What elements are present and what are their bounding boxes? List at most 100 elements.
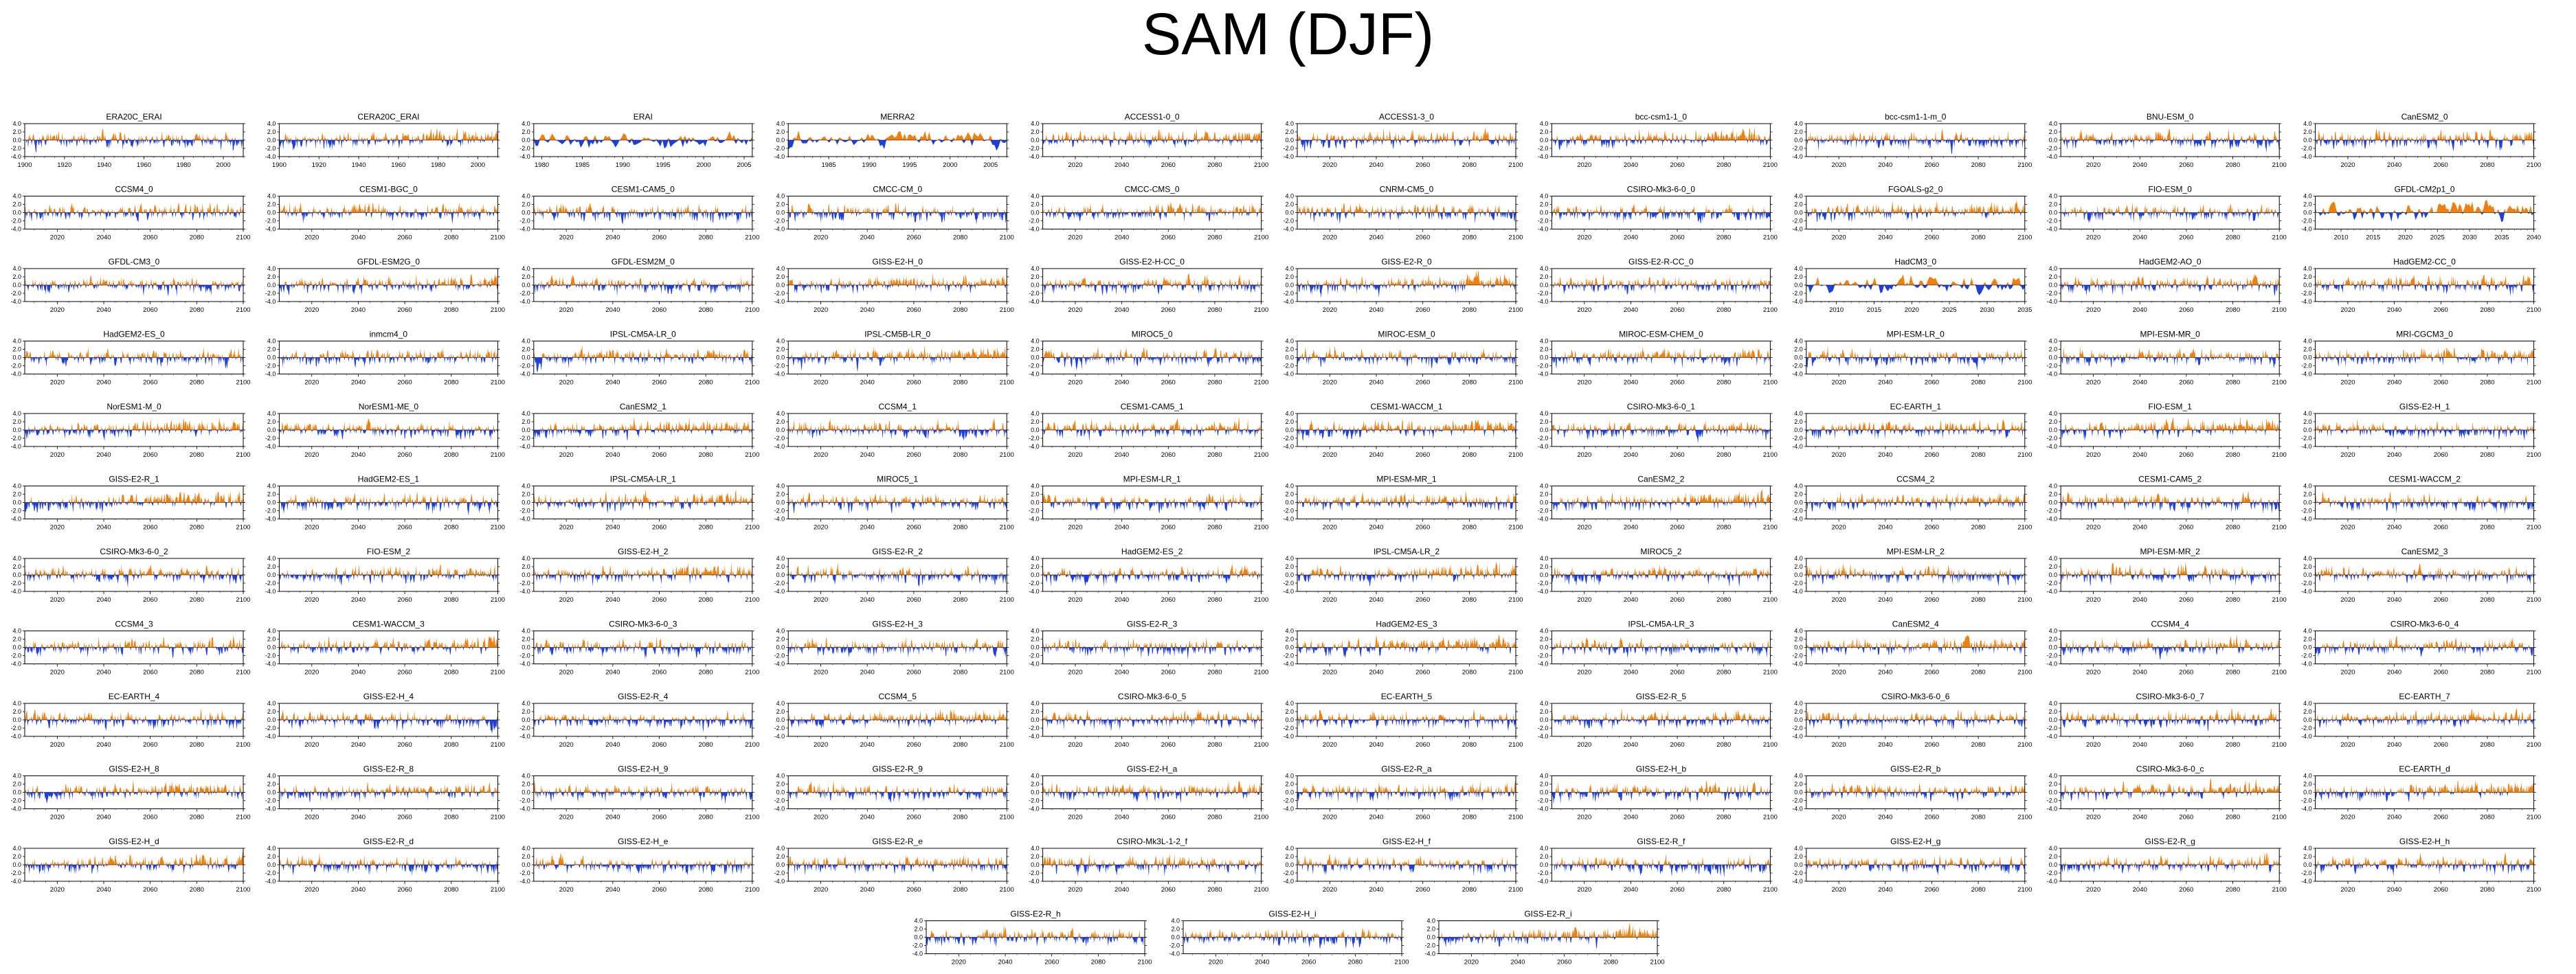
y-tick-label: 4.0 xyxy=(1031,700,1040,707)
x-tick-label: 2040 xyxy=(1878,451,1892,459)
y-tick-label: 2.0 xyxy=(1540,273,1549,280)
y-tick-label: -4.0 xyxy=(265,443,276,450)
y-tick-label: 2.0 xyxy=(776,273,785,280)
x-tick-label: 2040 xyxy=(351,596,366,604)
y-tick-label: 4.0 xyxy=(1540,700,1549,707)
x-tick-label: 2080 xyxy=(1716,451,1731,459)
x-tick-label: 2020 xyxy=(2086,379,2101,387)
x-tick-label: 2080 xyxy=(2480,451,2494,459)
negative-anomaly-area xyxy=(533,285,752,297)
y-tick-label: 2.0 xyxy=(12,636,21,643)
panel-mri-cgcm3-0: MRI-CGCM3_0 4.02.00.0 -2.0-4.0 2020 2040 2060… xyxy=(2301,330,2541,387)
y-tick-label: -4.0 xyxy=(519,443,530,450)
panel-title: CSIRO-Mk3-6-0_1 xyxy=(1627,402,1696,411)
x-tick-label: 2020 xyxy=(1068,234,1082,242)
panel-csiro-mk3-6-0-4: CSIRO-Mk3-6-0_4 4.02.00.0 -2.0 -4.0 2020 2040… xyxy=(2301,620,2541,677)
y-tick-label: 4.0 xyxy=(1540,338,1549,345)
y-tick-label: -4.0 xyxy=(519,153,530,160)
x-tick-label: 2040 xyxy=(605,451,620,459)
panel-hadgem2-cc-0: HadGEM2-CC_0 4.02.0 0.0 -2.0-4.0 2020 2040 206… xyxy=(2301,257,2541,314)
negative-anomaly-area xyxy=(1297,575,1516,587)
y-tick-label: -2.0 xyxy=(519,508,530,514)
negative-anomaly-area xyxy=(1806,502,2025,512)
panel-title: CanESM2_2 xyxy=(1637,475,1684,484)
negative-anomaly-area xyxy=(2315,285,2534,297)
negative-anomaly-area xyxy=(533,720,752,733)
y-tick-label: -4.0 xyxy=(265,733,276,740)
panel-ec-earth-7: EC-EARTH_7 4.02.00.0 -2.0-4.0 2020 2040 2060 2… xyxy=(2301,692,2541,749)
x-tick-label: 2060 xyxy=(1925,669,1939,677)
panel-canesm2-3: CanESM2_3 4.02.00.0 -2.0-4.0 2020 2040 2060 20… xyxy=(2301,547,2541,604)
x-tick-label: 2100 xyxy=(1508,596,1523,604)
x-tick-label: 2040 xyxy=(2133,306,2147,314)
y-tick-label: 0.0 xyxy=(1031,354,1040,361)
negative-anomaly-area xyxy=(279,285,498,295)
x-tick-label: 2060 xyxy=(906,306,921,314)
y-tick-label: -4.0 xyxy=(774,588,785,595)
x-tick-label: 2060 xyxy=(1415,451,1430,459)
panel-title: IPSL-CM5A-LR_2 xyxy=(1374,547,1440,556)
y-tick-label: 4.0 xyxy=(12,773,21,780)
y-tick-label: 2.0 xyxy=(2303,708,2312,715)
panel-title: FIO-ESM_1 xyxy=(2149,402,2193,411)
x-tick-label: 2040 xyxy=(2133,596,2147,604)
positive-anomaly-area xyxy=(1042,563,1262,575)
panel-title: ACCESS1-0_0 xyxy=(1125,112,1180,122)
y-tick-label: 2.0 xyxy=(1285,491,1294,498)
x-tick-label: 2100 xyxy=(2527,306,2541,314)
x-tick-label: 2100 xyxy=(491,741,505,749)
y-tick-label: 0.0 xyxy=(12,427,21,433)
negative-anomaly-area xyxy=(1806,720,2025,732)
x-tick-label: 2040 xyxy=(1878,379,1892,387)
x-tick-label: 2080 xyxy=(190,669,204,677)
panel-title: MIROC5_2 xyxy=(1640,547,1681,556)
x-tick-label: 2040 xyxy=(1878,741,1892,749)
panel-title: MERRA2 xyxy=(880,112,915,122)
panel-giss-e2-r-1: GISS-E2-R_1 4.02.00.0 -2.0 -4.0 2020 2040 2060… xyxy=(10,475,250,532)
panel-title: CSIRO-Mk3-6-0_5 xyxy=(1118,692,1187,701)
y-tick-label: -4.0 xyxy=(1283,588,1294,595)
y-tick-label: -4.0 xyxy=(1029,226,1040,233)
panel-bnu-esm-0: BNU-ESM_0 4.02.0 0.0-2.0-4.0 2020 2040 2060 20… xyxy=(2047,112,2287,169)
x-tick-label: 2040 xyxy=(351,669,366,677)
x-tick-label: 2060 xyxy=(652,524,667,532)
x-tick-label: 2060 xyxy=(652,814,667,822)
x-tick-label: 2020 xyxy=(1323,741,1337,749)
y-tick-label: -4.0 xyxy=(1792,733,1803,740)
y-tick-label: 2.0 xyxy=(2303,563,2312,570)
negative-anomaly-area xyxy=(279,792,498,803)
negative-anomaly-area xyxy=(788,285,1007,295)
x-tick-label: 2060 xyxy=(1161,379,1176,387)
panel-title: EC-EARTH_4 xyxy=(109,692,160,701)
y-tick-label: -2.0 xyxy=(1283,508,1294,514)
negative-anomaly-area xyxy=(788,720,1007,730)
x-tick-label: 2100 xyxy=(1763,234,1778,242)
y-tick-label: 4.0 xyxy=(1031,120,1040,127)
y-tick-label: 0.0 xyxy=(267,137,276,144)
y-tick-label: 4.0 xyxy=(1031,338,1040,345)
y-tick-label: -2.0 xyxy=(774,653,785,659)
positive-anomaly-area xyxy=(25,275,243,285)
panel-title: GISS-E2-R_b xyxy=(1890,765,1941,774)
x-tick-label: 2040 xyxy=(1878,596,1892,604)
panel-title: BNU-ESM_0 xyxy=(2147,112,2194,122)
negative-anomaly-area xyxy=(2061,792,2280,802)
y-tick-label: 0.0 xyxy=(1540,571,1549,578)
panel-title: MIROC5_1 xyxy=(877,475,918,484)
negative-anomaly-area xyxy=(2061,575,2280,587)
positive-anomaly-area xyxy=(533,636,752,648)
positive-anomaly-area xyxy=(1297,269,1516,285)
x-tick-label: 2060 xyxy=(1925,379,1939,387)
y-tick-label: 2.0 xyxy=(267,128,276,135)
y-tick-label: 4.0 xyxy=(2049,410,2058,417)
panel-title: GISS-E2-H_9 xyxy=(618,765,669,774)
x-tick-label: 2080 xyxy=(444,741,458,749)
x-tick-label: 2100 xyxy=(2017,669,2032,677)
panel-fio-esm-2: FIO-ESM_2 4.02.00.0 -2.0-4.0 2020 2040 2060 20… xyxy=(265,547,505,604)
y-tick-label: -2.0 xyxy=(1029,653,1040,659)
y-tick-label: 0.0 xyxy=(1285,644,1294,651)
y-tick-label: -2.0 xyxy=(774,218,785,225)
y-tick-label: -4.0 xyxy=(265,153,276,160)
x-tick-label: 2040 xyxy=(351,379,366,387)
